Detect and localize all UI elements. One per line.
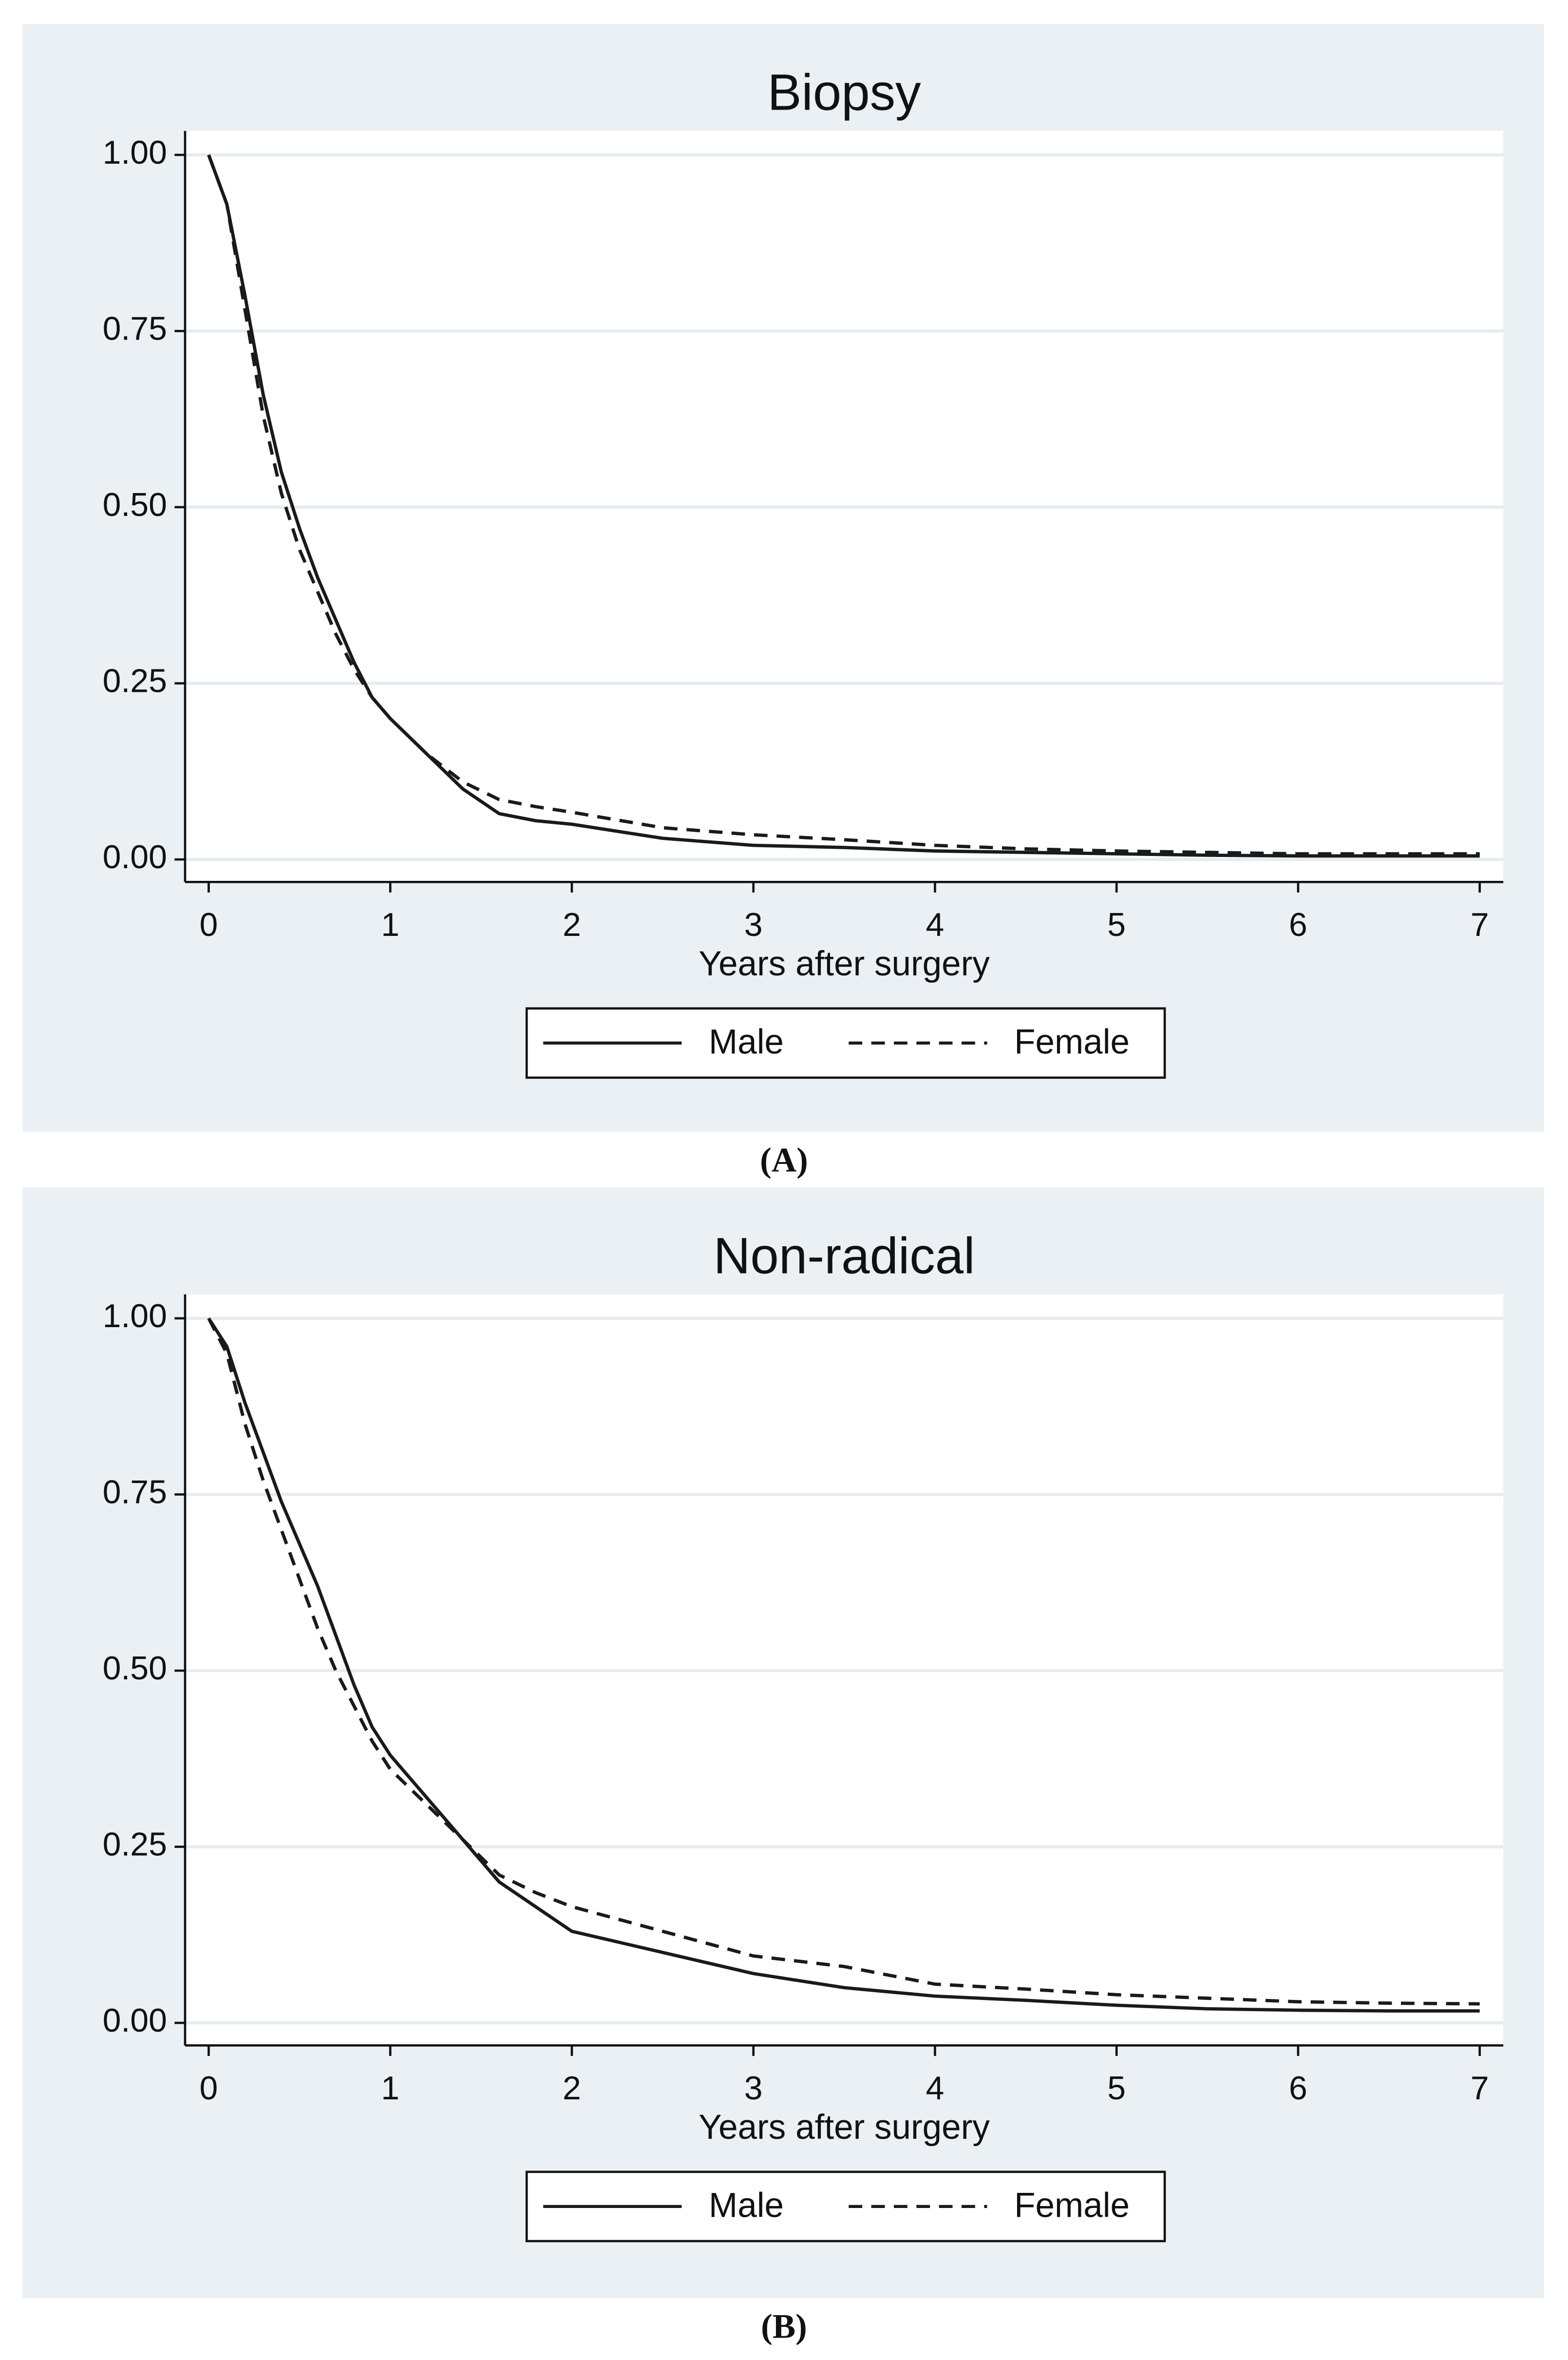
figure-caption: (A) (760, 1141, 808, 1179)
x-tick-label: 1 (381, 2070, 399, 2107)
x-tick-label: 4 (926, 906, 945, 943)
y-tick-label: 0.00 (103, 2002, 167, 2039)
y-tick-label: 0.50 (103, 486, 167, 523)
x-tick-label: 6 (1289, 906, 1307, 943)
figure-caption: (B) (761, 2308, 807, 2346)
legend-label: Male (709, 2187, 784, 2225)
x-tick-label: 0 (200, 906, 218, 943)
x-tick-label: 4 (926, 2070, 945, 2107)
x-tick-label: 7 (1471, 906, 1489, 943)
y-tick-label: 0.75 (103, 310, 167, 347)
line-series (207, 154, 1480, 858)
x-tick-label: 1 (381, 906, 399, 943)
legend-label: Male (709, 1023, 784, 1062)
y-tick-label: 1.00 (103, 1297, 167, 1334)
line-series (207, 154, 1480, 856)
x-tick-label: 5 (1107, 2070, 1126, 2107)
x-tick-label: 2 (563, 906, 581, 943)
chart-title: Biopsy (767, 64, 921, 121)
x-tick-label: 7 (1471, 2070, 1489, 2107)
line-series (207, 1317, 1480, 2013)
legend-label: Female (1014, 1023, 1130, 1062)
legend-label: Female (1014, 2187, 1130, 2225)
x-axis-label: Years after surgery (699, 2108, 990, 2147)
y-tick-label: 0.00 (103, 838, 167, 875)
legend-box (525, 1007, 1166, 1079)
y-tick-label: 0.50 (103, 1650, 167, 1687)
x-axis-label: Years after surgery (699, 945, 990, 983)
x-tick-label: 3 (744, 2070, 763, 2107)
x-tick-label: 6 (1289, 2070, 1307, 2107)
y-tick-label: 0.25 (103, 1826, 167, 1863)
y-tick-label: 0.25 (103, 662, 167, 699)
y-tick-label: 0.75 (103, 1473, 167, 1510)
x-tick-label: 2 (563, 2070, 581, 2107)
line-series (207, 1317, 1480, 2006)
y-tick-label: 1.00 (103, 134, 167, 171)
chart-title: Non-radical (714, 1227, 975, 1284)
x-tick-label: 3 (744, 906, 763, 943)
x-tick-label: 0 (200, 2070, 218, 2107)
x-tick-label: 5 (1107, 906, 1126, 943)
